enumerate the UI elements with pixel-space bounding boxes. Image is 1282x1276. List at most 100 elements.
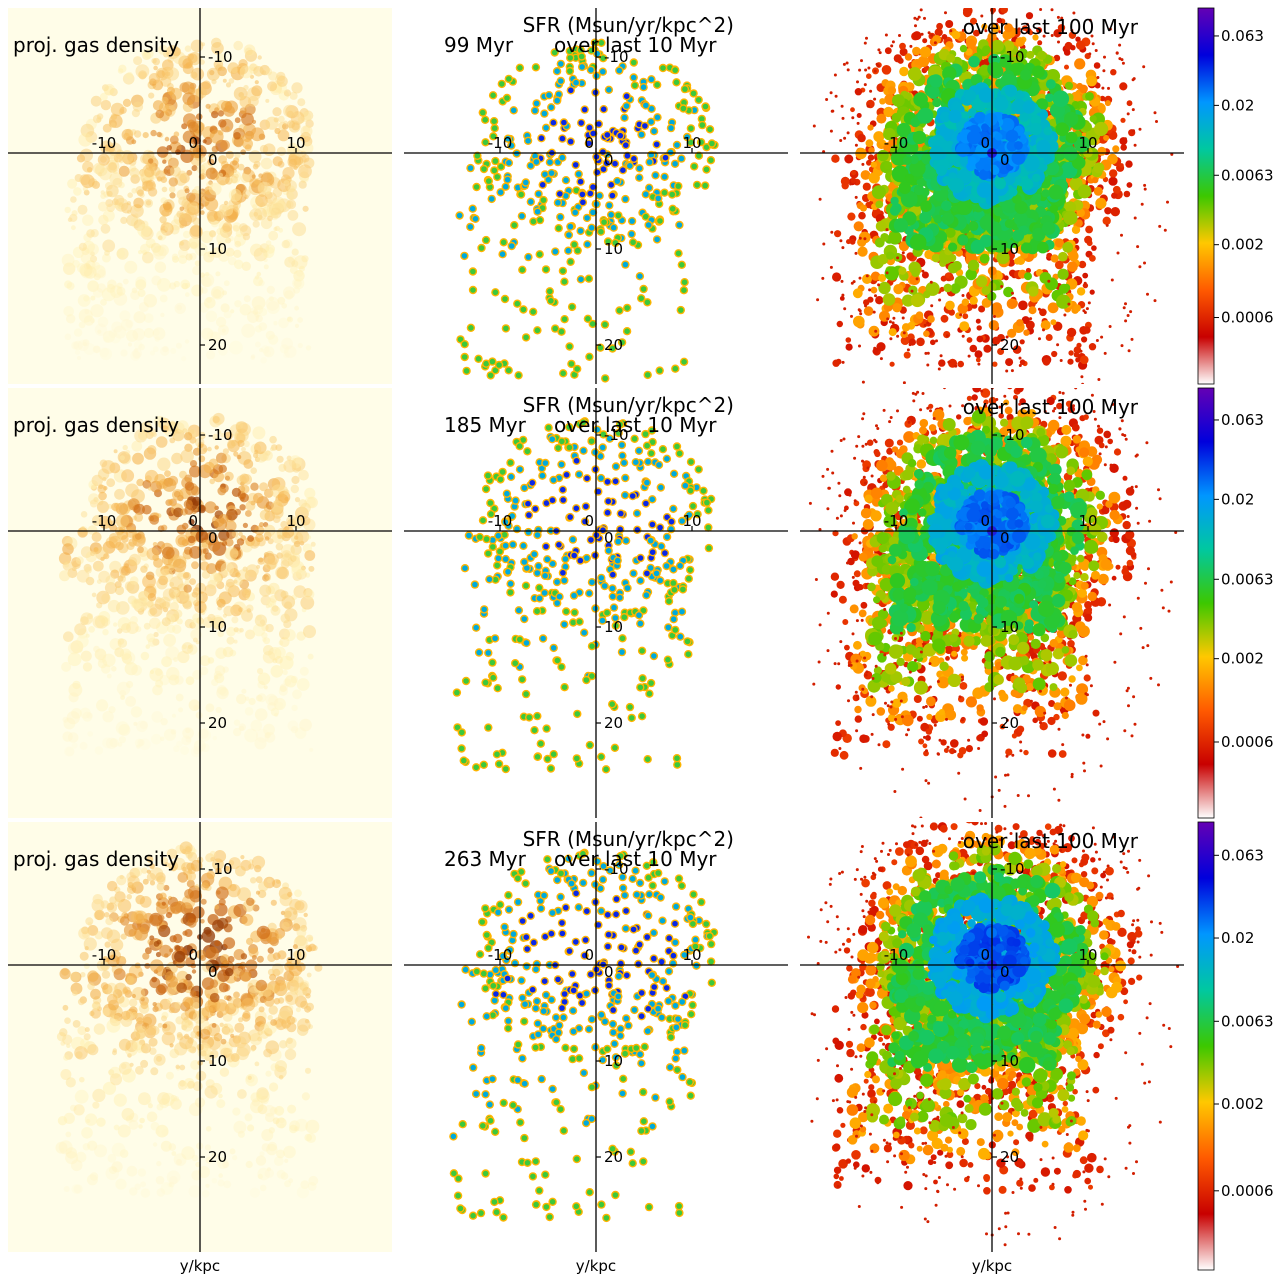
gas-density-mark [131,109,140,118]
sfr-field-mark [870,271,881,281]
gas-density-mark [250,127,265,142]
gas-density-mark [163,51,170,58]
sfr-field-mark [978,169,990,181]
gas-density-mark [157,244,169,257]
gas-density-mark [152,245,167,260]
sfr-field-mark [911,268,920,277]
sfr-clump-core [542,171,548,178]
sfr-field-mark [1064,64,1069,70]
sfr-field-mark [996,17,1003,24]
sfr-clump-core [678,307,684,313]
gas-density-mark [263,257,268,263]
gas-density-mark [71,225,76,231]
sfr-speck [1090,34,1094,38]
sfr-clump-core [486,178,492,184]
sfr-speck [833,73,837,77]
gas-density-mark [296,269,304,277]
sfr-clump-core [657,218,663,224]
sfr-speck [822,242,826,246]
sfr-clump-core [525,138,531,144]
sfr-clump-core [559,135,566,142]
sfr-speck [1047,279,1051,283]
sfr-speck [1136,245,1140,249]
gas-density-mark [77,294,91,307]
gas-density-mark [189,225,203,239]
gas-density-mark [209,129,224,144]
sfr-clump-core [586,140,592,147]
gas-density-mark [118,165,130,177]
gas-density-mark [223,310,232,319]
gas-density-mark [229,172,235,177]
sfr-field-mark [832,272,842,282]
sfr-field-mark [959,321,970,332]
gas-density-mark [82,342,87,347]
gas-density-mark [205,103,211,109]
gas-density-mark [175,149,181,155]
gas-density-mark [284,256,296,268]
gas-density-mark [173,280,180,288]
sfr-clump-core [574,247,581,254]
gas-density-mark [301,255,309,263]
gas-density-mark [117,68,124,74]
gas-density-mark [240,67,245,73]
sfr-clump-core [602,321,608,328]
gas-density-mark [225,150,234,159]
gas-density-mark [272,107,282,117]
sfr-field-mark [1053,54,1061,62]
sfr-speck [845,61,849,65]
sfr-clump-core [643,213,649,220]
gas-density-mark [192,265,202,276]
sfr-clump-core [691,107,698,113]
gas-density-mark [284,290,294,300]
gas-density-mark [242,138,254,150]
gas-density-mark [207,158,215,166]
sfr-speck [1039,8,1043,11]
gas-density-mark [240,149,246,155]
sfr-field-mark [988,320,999,331]
gas-density-mark [223,200,229,206]
sfr-field-mark [1085,225,1093,234]
gas-density-mark [93,273,101,281]
gas-density-mark [89,255,98,263]
sfr-field-mark [1057,24,1066,32]
sfr-field-mark [1039,308,1047,317]
gas-density-mark [208,215,215,222]
sfr-speck [967,354,971,358]
gas-density-mark [174,675,184,685]
sfr-field-mark [966,130,981,145]
sfr-speck [1138,127,1142,131]
gas-density-mark [225,520,237,532]
sfr-speck [1063,313,1067,317]
sfr-field-mark [943,283,953,293]
gas-density-mark [230,309,235,314]
gas-density-mark [279,344,289,354]
sfr-field-mark [1089,255,1096,262]
gas-density-mark [95,163,108,177]
sfr-speck [1056,343,1060,347]
tick-label: 10 [1078,134,1097,152]
sfr-speck [1079,349,1083,353]
gas-density-mark [124,260,138,274]
gas-density-mark [83,295,90,302]
gas-density-mark [170,348,177,354]
gas-density-mark [71,341,80,350]
sfr-clump-core [581,106,588,113]
sfr-speck [984,29,988,33]
gas-density-mark [90,295,96,301]
sfr-field-mark [907,67,922,81]
sfr-clump-core [655,195,662,202]
sfr-field-mark [931,253,941,263]
gas-density-mark [98,201,108,212]
gas-density-mark [154,261,167,273]
gas-density-mark [113,325,127,339]
sfr-speck [873,346,877,350]
sfr-clump-core [532,107,538,114]
sfr-field-mark [968,55,980,68]
gas-density-mark [263,264,269,270]
gas-density-mark [169,192,176,199]
sfr-clump-core [648,119,654,125]
sfr-speck [1138,265,1142,269]
gas-density-mark [180,279,191,290]
sfr-clump-core [642,123,648,129]
gas-density-mark [283,351,290,359]
